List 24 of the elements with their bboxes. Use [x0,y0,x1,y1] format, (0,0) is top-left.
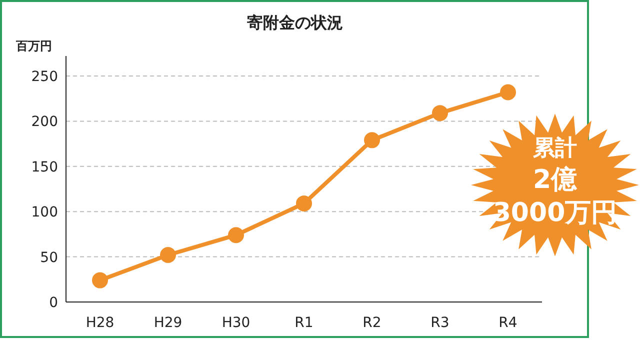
point [364,132,380,148]
x-tick-label: H29 [154,315,182,331]
point [228,227,244,244]
annotation: 累計 [532,136,577,161]
y-tick-label: 50 [40,250,58,266]
x-tick-label: H28 [86,315,114,331]
point [160,246,176,263]
x-tick-label: R4 [498,315,518,331]
x-tick-label: R1 [294,315,314,331]
point [500,84,516,100]
chart-title: 寄附金の状況 [247,13,343,32]
y-tick-label: 150 [31,159,58,176]
y-tick-label: 200 [31,114,58,130]
x-tick-label: R3 [430,315,450,331]
y-tick-label: 250 [31,69,58,85]
point [432,105,448,122]
point [296,195,312,212]
annotation: 2億 [532,165,578,195]
point [92,272,108,288]
y-axis-title: 百万円 [15,39,52,53]
x-tick-label: R2 [362,315,382,331]
y-tick-label: 0 [49,295,58,311]
y-tick-label: 100 [31,204,58,221]
x-tick-label: H30 [222,315,250,331]
